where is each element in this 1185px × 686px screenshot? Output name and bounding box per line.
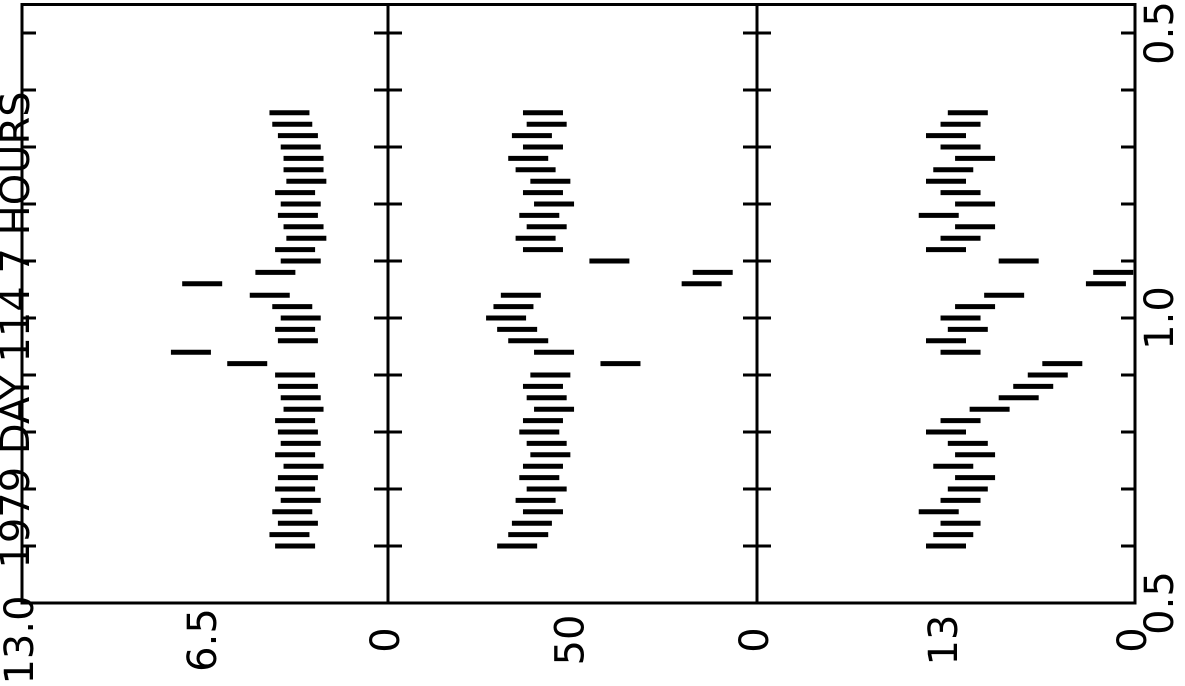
x-tick-label: 0.5 xyxy=(1137,571,1183,635)
x-tick-label: 0.5 xyxy=(1137,1,1183,65)
chart-title: 1979 DAY 114 7 HOURS xyxy=(0,91,39,568)
y-tick-label: 0 xyxy=(1110,627,1156,652)
y-tick-label: 13 xyxy=(921,615,967,666)
y-tick-label: 0 xyxy=(363,627,409,652)
plot-frame xyxy=(20,3,1137,605)
y-tick-label: 13.0 xyxy=(0,595,43,682)
y-tick-label: 0 xyxy=(732,627,778,652)
x-tick-label: 1.0 xyxy=(1137,286,1183,350)
y-tick-label: 6.5 xyxy=(180,608,226,672)
y-tick-label: 50 xyxy=(548,615,594,666)
